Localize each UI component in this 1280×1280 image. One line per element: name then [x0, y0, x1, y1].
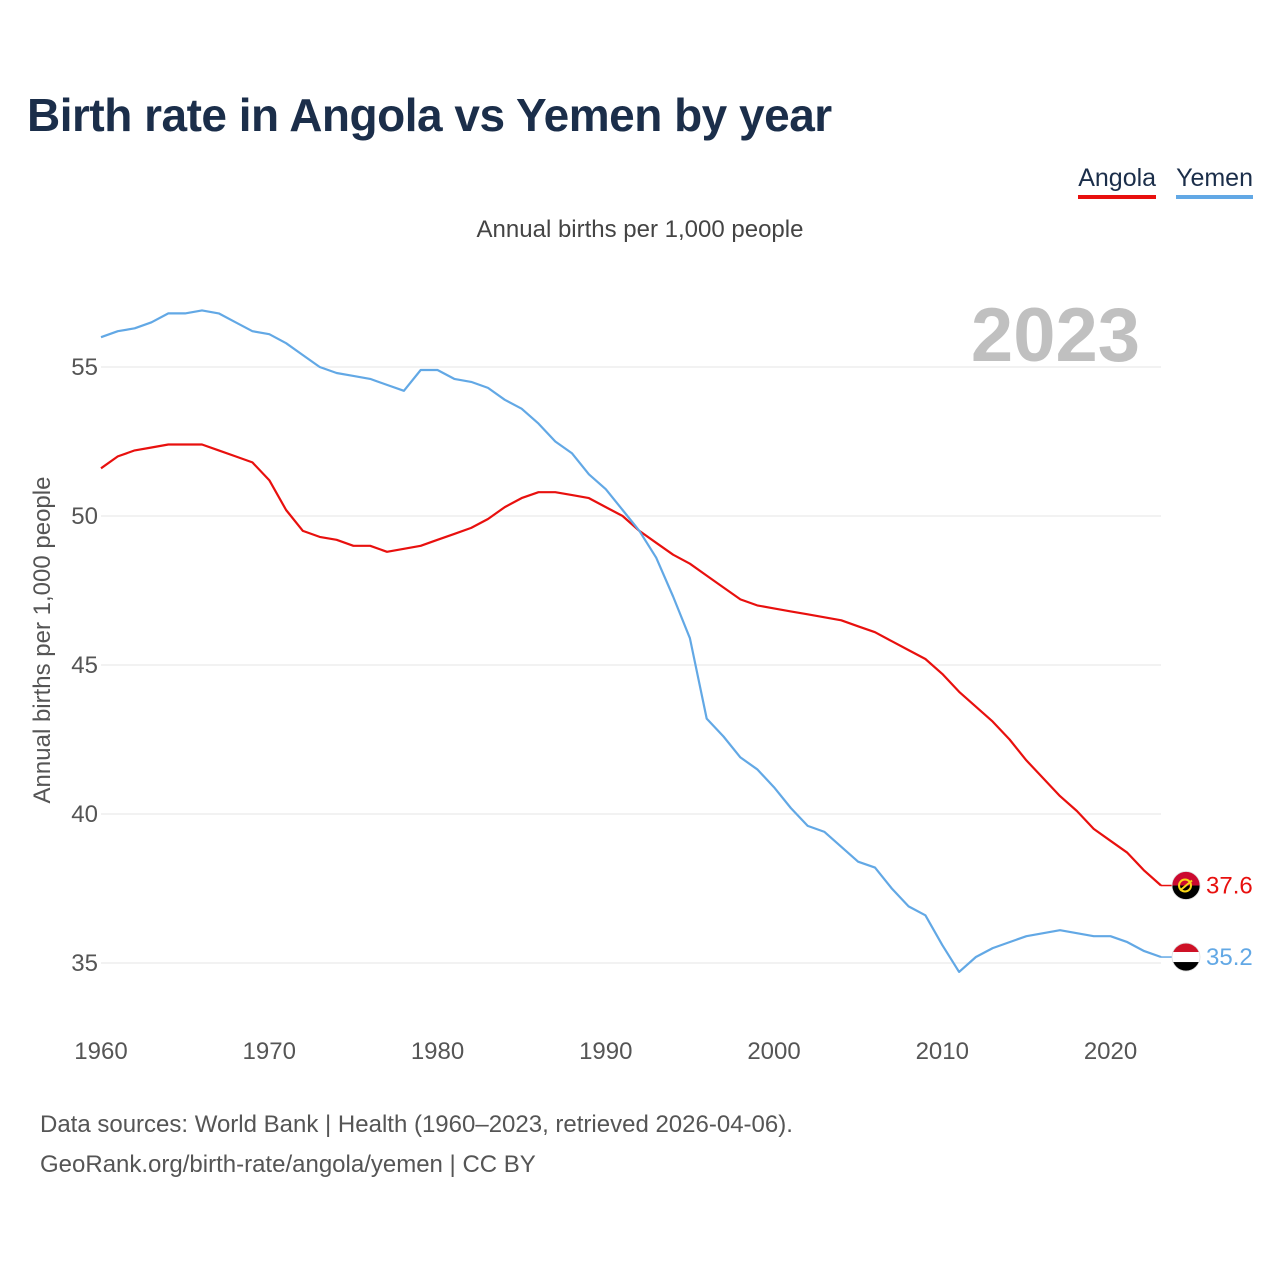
y-axis-label: Annual births per 1,000 people	[29, 477, 56, 804]
chart-title: Birth rate in Angola vs Yemen by year	[27, 89, 832, 141]
y-tick-label: 35	[71, 950, 98, 977]
current-year-label: 2023	[971, 293, 1140, 378]
end-value-label-angola: 37.6	[1206, 873, 1253, 900]
x-tick-label: 1980	[411, 1038, 464, 1065]
angola-flag-icon	[1171, 871, 1201, 900]
y-tick-label: 55	[71, 354, 98, 381]
chart-subtitle: Annual births per 1,000 people	[476, 216, 804, 243]
series-line-yemen[interactable]	[100, 309, 1162, 974]
x-tick-label: 1960	[74, 1038, 127, 1065]
line-chart: 35 40 45 50 55 1960 1970 1980 1990 2000 2010 2020 An…	[29, 293, 1253, 1065]
x-tick-label: 2010	[916, 1038, 969, 1065]
legend-item-yemen[interactable]: Yemen	[1176, 164, 1253, 199]
end-value-label-yemen: 35.2	[1206, 944, 1253, 971]
yemen-flag-icon	[1171, 942, 1201, 972]
y-tick-label: 50	[71, 503, 98, 530]
y-tick-label: 40	[71, 801, 98, 828]
x-tick-label: 2000	[747, 1038, 800, 1065]
footer: Data sources: World Bank | Health (1960–…	[40, 1105, 793, 1185]
x-tick-label: 1970	[243, 1038, 296, 1065]
x-tick-label: 2020	[1084, 1038, 1137, 1065]
attribution-note: GeoRank.org/birth-rate/angola/yemen | CC…	[40, 1151, 536, 1178]
y-tick-label: 45	[71, 652, 98, 679]
series-line-angola[interactable]	[100, 443, 1162, 887]
data-source-note: Data sources: World Bank | Health (1960–…	[40, 1111, 793, 1138]
legend-item-angola[interactable]: Angola	[1078, 164, 1157, 199]
legend: Angola Yemen	[1078, 164, 1253, 199]
x-tick-label: 1990	[579, 1038, 632, 1065]
